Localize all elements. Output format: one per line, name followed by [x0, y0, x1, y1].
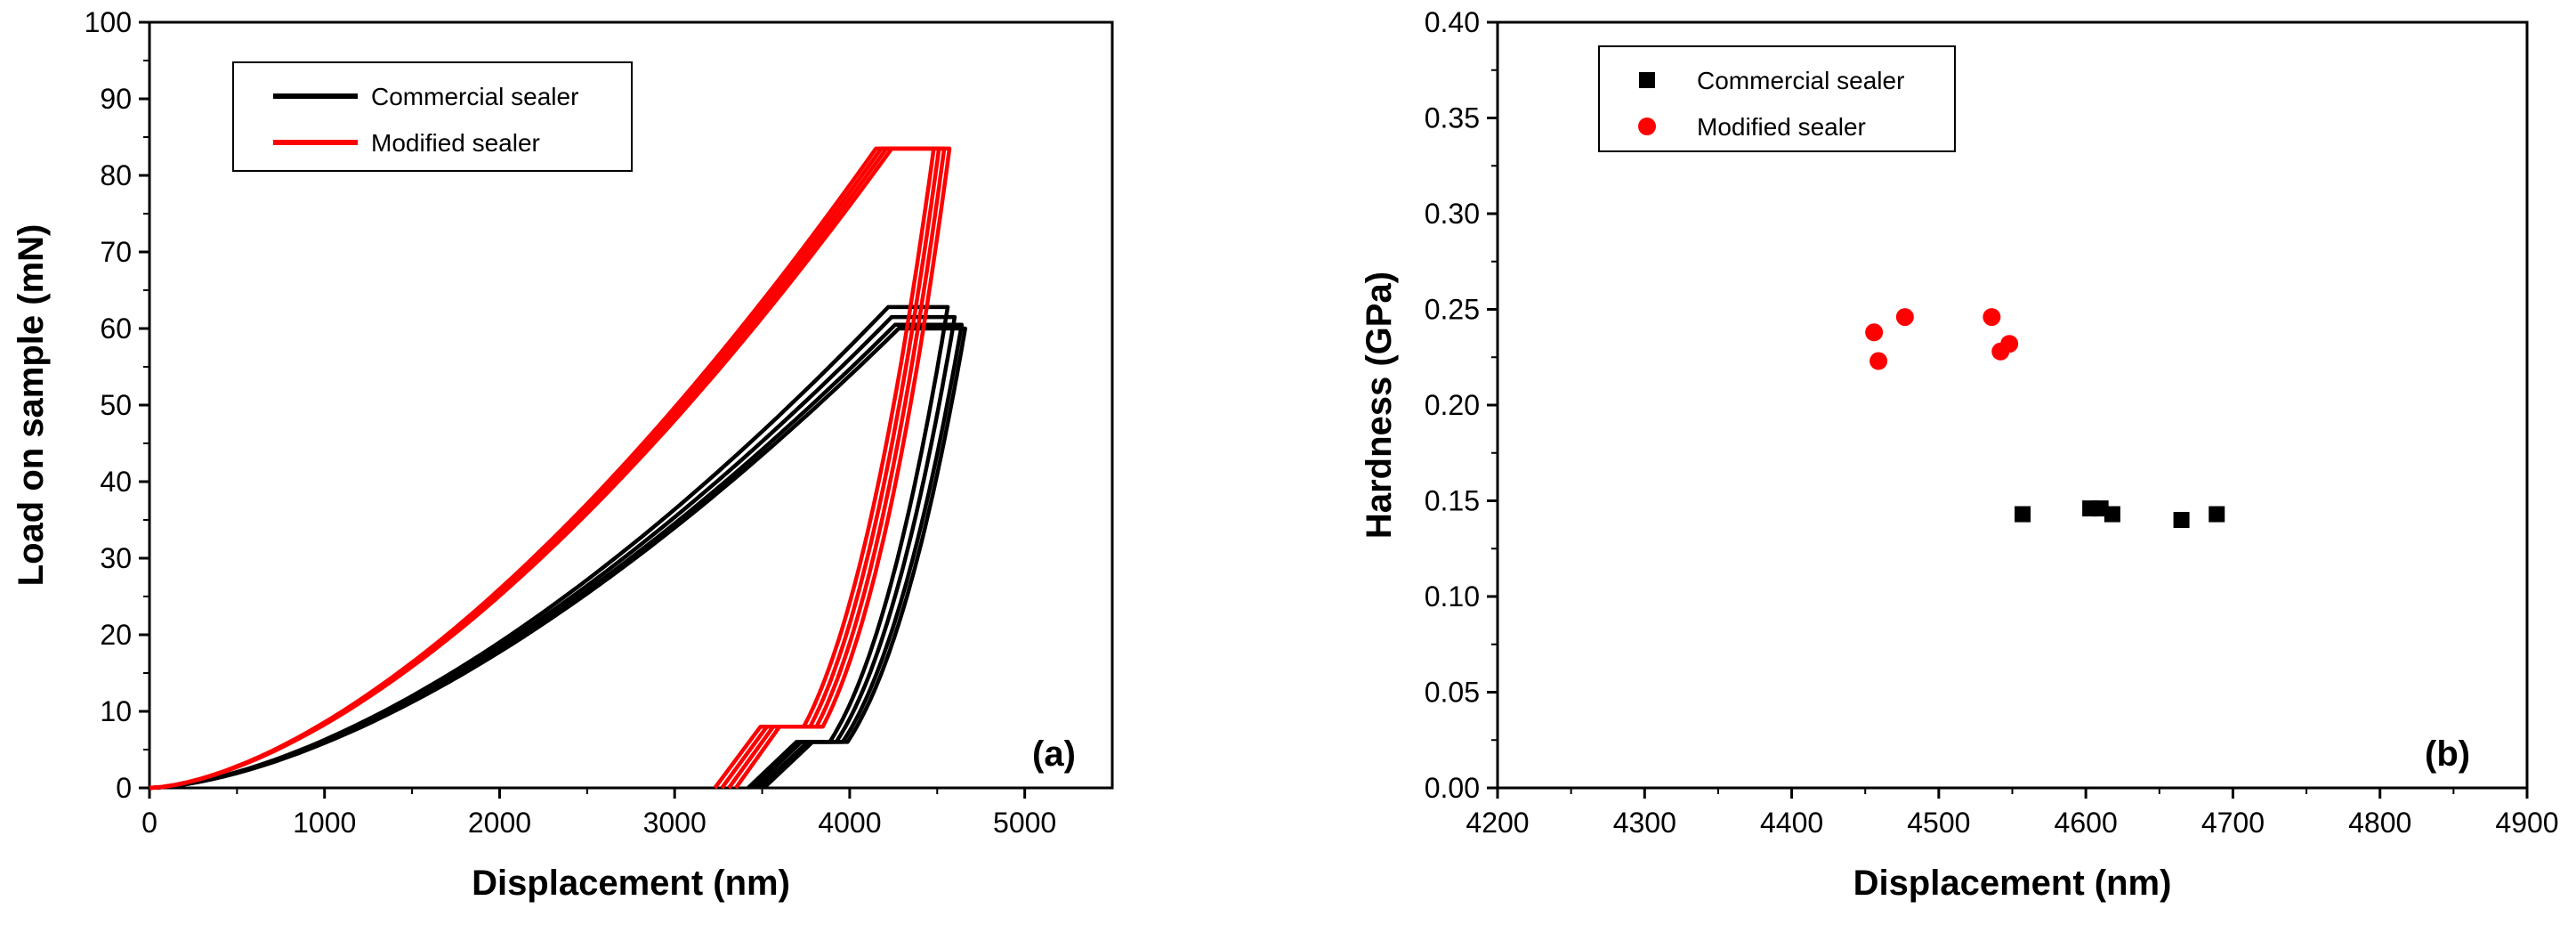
y-tick-label: 80 — [100, 159, 132, 191]
data-point-modified — [2000, 335, 2019, 353]
y-tick-label: 50 — [100, 389, 132, 421]
x-tick-label: 5000 — [993, 807, 1056, 839]
y-tick-label: 0.20 — [1425, 389, 1480, 421]
x-tick-label: 1000 — [293, 807, 356, 839]
legend-marker — [1638, 118, 1656, 135]
series-line-commercial — [149, 314, 957, 791]
data-point-modified — [1895, 308, 1914, 327]
y-tick-label: 0.10 — [1425, 580, 1480, 613]
data-point-commercial — [2173, 512, 2190, 528]
panel-label: (b) — [2425, 734, 2470, 774]
chart-panel-a: 0 1000 2000 3000 4000 5000 0 10 20 30 40 50 60 70 80 90… — [12, 6, 1114, 903]
legend-label: Commercial sealer — [1697, 67, 1904, 94]
y-tick-label: 60 — [100, 312, 132, 345]
y-tick-label: 30 — [100, 542, 132, 574]
y-tick-label: 0.30 — [1425, 198, 1480, 230]
legend-box — [1598, 45, 1956, 152]
x-tick-label: 3000 — [643, 807, 707, 839]
y-tick-label: 0.05 — [1425, 677, 1480, 709]
y-tick-label: 0.00 — [1425, 772, 1480, 804]
chart-panel-b: 4200 4300 4400 4500 4600 4700 4800 4900 0.00 0.05… — [1360, 6, 2559, 903]
x-tick-label: 4900 — [2495, 807, 2558, 839]
y-tick-label: 0 — [116, 772, 132, 804]
data-point-commercial — [2209, 506, 2225, 523]
y-tick-label: 70 — [100, 236, 132, 268]
x-tick-label: 4700 — [2201, 807, 2265, 839]
y-axis-title: Hardness (GPa) — [1360, 272, 1399, 539]
x-tick-label: 4500 — [1907, 807, 1970, 839]
x-tick-label: 4400 — [1760, 807, 1823, 839]
series-line-commercial — [149, 326, 967, 791]
legend-marker — [1639, 72, 1655, 88]
x-tick-label: 4800 — [2348, 807, 2411, 839]
x-axis-title: Displacement (nm) — [472, 864, 790, 903]
y-tick-label: 100 — [85, 6, 132, 38]
data-point-commercial — [2104, 506, 2120, 523]
series-line-commercial — [149, 304, 950, 791]
x-axis-title: Displacement (nm) — [1853, 864, 2172, 903]
legend-label: Commercial sealer — [371, 83, 578, 110]
x-tick-label: 0 — [141, 807, 157, 839]
data-point-commercial — [2015, 506, 2031, 523]
y-tick-label: 0.25 — [1425, 294, 1480, 326]
series-line-commercial — [149, 322, 965, 791]
y-tick-label: 0.40 — [1425, 6, 1480, 38]
series-line-modified — [149, 146, 952, 791]
legend-label: Modified sealer — [371, 129, 540, 157]
y-tick-label: 0.15 — [1425, 485, 1480, 517]
y-tick-label: 90 — [100, 83, 132, 115]
y-axis-title: Load on sample (mN) — [12, 224, 51, 587]
y-tick-label: 0.35 — [1425, 102, 1480, 134]
x-tick-label: 4000 — [818, 807, 881, 839]
y-tick-label: 20 — [100, 619, 132, 651]
y-tick-label: 10 — [100, 695, 132, 727]
data-point-modified — [1869, 352, 1888, 370]
x-tick-label: 4200 — [1466, 807, 1529, 839]
legend-box — [232, 61, 633, 172]
x-tick-label: 4300 — [1613, 807, 1676, 839]
x-tick-label: 4600 — [2055, 807, 2118, 839]
x-tick-label: 2000 — [468, 807, 531, 839]
y-tick-label: 40 — [100, 466, 132, 498]
legend-label: Modified sealer — [1697, 113, 1866, 141]
panel-label: (a) — [1032, 734, 1076, 774]
data-point-modified — [1865, 323, 1884, 342]
data-point-modified — [1982, 308, 2001, 327]
